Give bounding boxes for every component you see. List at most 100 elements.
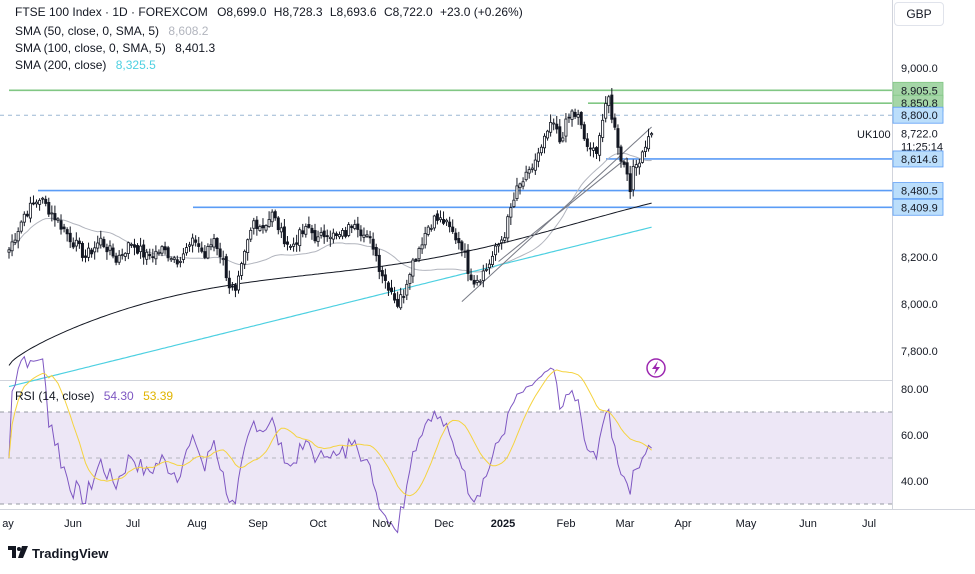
candle-body xyxy=(405,283,409,296)
candle-body xyxy=(246,239,250,254)
trend-line xyxy=(498,157,628,262)
candle-body xyxy=(188,244,192,247)
candle-body xyxy=(22,213,26,223)
price-tick-label: 7,800.0 xyxy=(901,346,938,358)
candle-body xyxy=(181,253,185,260)
candle-body xyxy=(546,130,550,139)
time-tick-label: Aug xyxy=(187,518,207,530)
time-tick-label: Sep xyxy=(248,518,268,530)
candle-body xyxy=(463,250,467,253)
tradingview-logo-text: TradingView xyxy=(32,546,109,561)
candle-body xyxy=(114,255,118,263)
candle-body xyxy=(371,238,375,250)
candle-body xyxy=(132,244,136,248)
candle-body xyxy=(389,287,393,292)
instrument-title[interactable]: FTSE 100 Index · 1D · FOREXCOM xyxy=(15,5,208,19)
candle-body xyxy=(212,238,216,248)
candle-body xyxy=(172,257,176,260)
candle-body xyxy=(93,247,97,253)
candle-body xyxy=(469,274,473,280)
candle-body xyxy=(276,217,280,231)
candle-body xyxy=(236,275,240,291)
candle-body xyxy=(105,246,109,253)
candle-body xyxy=(227,277,231,289)
candle-body xyxy=(533,159,537,171)
candle-body xyxy=(7,249,11,253)
candle-body xyxy=(438,217,442,221)
close-label: C xyxy=(383,5,393,19)
rsi-lines xyxy=(8,355,652,534)
horizontal-levels[interactable] xyxy=(0,89,892,209)
rsi-tick-label: 80.00 xyxy=(901,384,929,396)
open-value: 8,699.0 xyxy=(226,5,267,19)
time-tick-label: ay xyxy=(2,518,14,530)
candle-body xyxy=(481,270,485,281)
candle-body xyxy=(402,296,406,298)
candle-body xyxy=(163,246,167,251)
symbol-label: UK100 xyxy=(857,129,891,141)
candle-body xyxy=(347,224,351,236)
candle-body xyxy=(206,246,210,259)
rsi-line xyxy=(8,355,652,534)
candle-body xyxy=(136,245,140,254)
candle-body xyxy=(628,173,632,193)
candle-body xyxy=(570,110,574,120)
candle-body xyxy=(460,241,464,251)
candle-body xyxy=(160,246,164,254)
candle-body xyxy=(157,251,161,255)
candle-body xyxy=(65,229,69,235)
candle-body xyxy=(399,294,403,309)
candle-body xyxy=(521,181,525,187)
sma-200-legend[interactable]: SMA (200, close) 8,325.5 xyxy=(15,58,156,72)
sma-200-line xyxy=(8,226,652,388)
candle-body xyxy=(316,236,320,242)
sma-50-legend[interactable]: SMA (50, close, 0, SMA, 5) 8,608.2 xyxy=(15,24,208,38)
price-labels: 8,905.58,850.88,800.08,722.011:25:148,61… xyxy=(892,81,944,216)
sma-100-line xyxy=(8,202,652,366)
sma-50-value: 8,608.2 xyxy=(168,24,209,38)
candle-body xyxy=(567,116,571,119)
candle-body xyxy=(579,112,583,126)
sma-100-legend[interactable]: SMA (100, close, 0, SMA, 5) 8,401.3 xyxy=(15,41,215,55)
rsi-axis[interactable]: 80.00 60.00 40.00 xyxy=(901,384,929,488)
sma-50-label: SMA (50, close, 0, SMA, 5) xyxy=(15,24,160,38)
candle-body xyxy=(432,215,436,229)
price-label-text: 8,614.6 xyxy=(901,154,938,166)
high-value: 8,728.3 xyxy=(282,5,323,19)
rsi-label: RSI (14, close) xyxy=(15,389,95,403)
currency-button[interactable]: GBP xyxy=(894,2,944,26)
candle-body xyxy=(233,284,237,291)
candle-body xyxy=(328,236,332,240)
candle-body xyxy=(472,279,476,285)
time-axis[interactable]: ay Jun Jul Aug Sep Oct Nov Dec 2025 Feb Mar Apr May J… xyxy=(2,518,876,530)
rsi-background-band xyxy=(0,412,892,504)
candle-body xyxy=(270,211,274,223)
candle-body xyxy=(515,185,519,200)
candle-body xyxy=(344,230,348,237)
candle-body xyxy=(148,253,152,257)
candle-body xyxy=(184,247,188,254)
tradingview-logo[interactable]: TradingView xyxy=(8,546,108,561)
candle-body xyxy=(230,285,234,288)
sma-100-value: 8,401.3 xyxy=(175,41,216,55)
price-label-box xyxy=(892,198,944,216)
lightning-event-icon[interactable] xyxy=(646,358,666,378)
rsi-legend[interactable]: RSI (14, close) 54.30 53.39 xyxy=(15,389,173,403)
candle-body xyxy=(194,239,198,243)
candle-body xyxy=(503,237,507,241)
last-price-label: 8,722.0 xyxy=(901,129,938,141)
open-label: O xyxy=(217,5,227,19)
candle-body xyxy=(368,236,372,239)
price-axis[interactable]: 9,000.0 8,200.0 8,000.0 7,800.0 xyxy=(901,63,938,358)
candle-body xyxy=(279,227,283,233)
candle-body xyxy=(588,147,592,150)
candle-body xyxy=(414,258,418,261)
time-tick-label: Jun xyxy=(799,518,817,530)
candle-body xyxy=(451,226,455,232)
candle-body xyxy=(552,122,556,125)
candle-body xyxy=(68,232,72,243)
candle-body xyxy=(77,240,81,245)
price-label-text: 8,409.9 xyxy=(901,202,938,214)
candle-body xyxy=(267,219,271,227)
